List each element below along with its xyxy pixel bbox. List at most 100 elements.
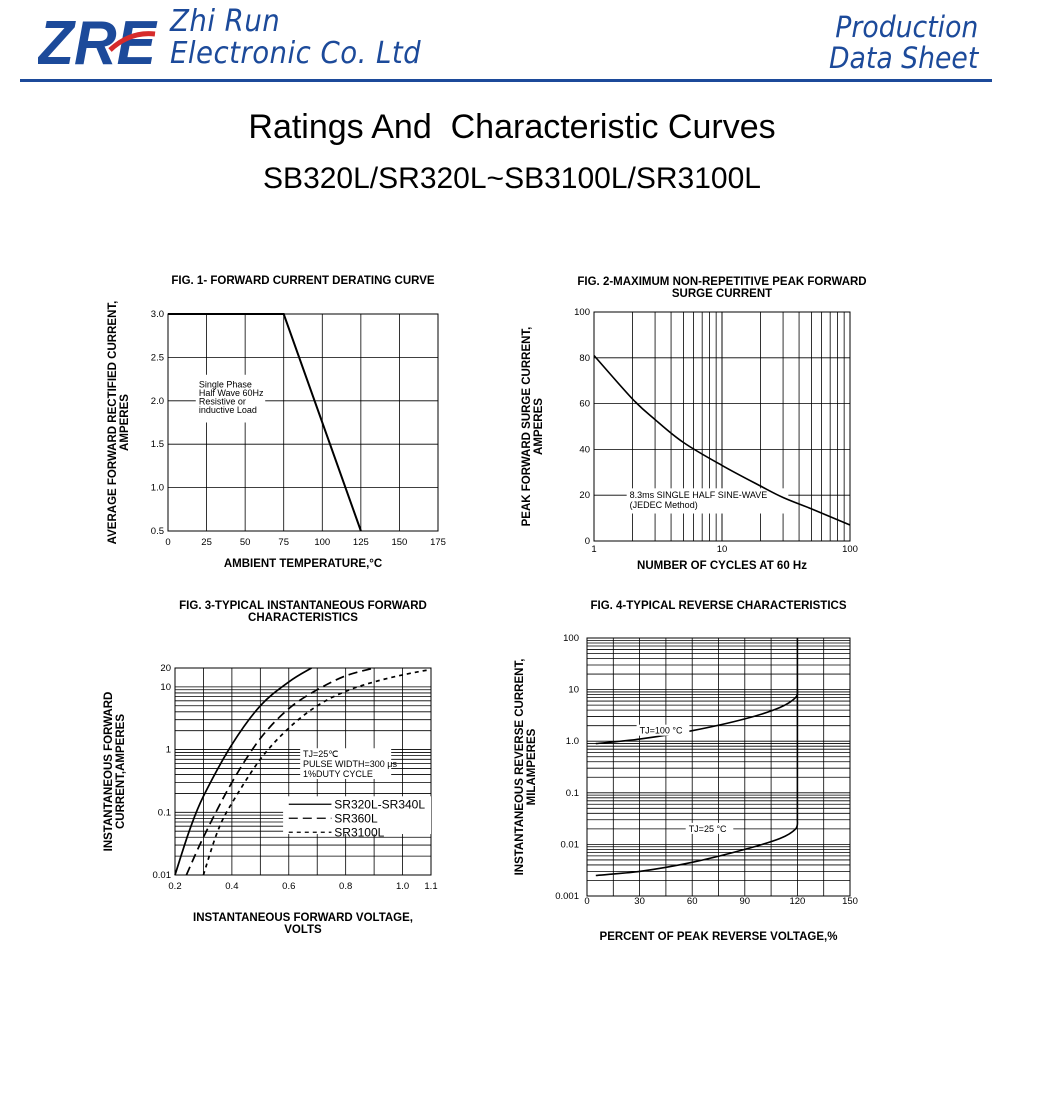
fig2-y-axis-label: PEAK FORWARD SURGE CURRENT,	[521, 327, 533, 527]
fig4-y-tick-label: 10	[568, 685, 579, 696]
fig3-series-curve-sr320l-sr340l	[174, 667, 312, 876]
fig3-x-tick-label: 0.4	[225, 881, 238, 892]
fig3-annotation-text: 1%DUTY CYCLE	[303, 769, 373, 779]
fig1-y-tick-label: 0.5	[151, 526, 164, 537]
fig2-y-tick-label: 100	[574, 307, 590, 318]
page-subtitle: SB320L/SR320L~SB3100L/SR3100L	[263, 162, 761, 195]
fig4-x-tick-label: 30	[634, 896, 645, 907]
fig3-x-axis-label: VOLTS	[284, 924, 322, 936]
fig2-y-tick-label: 40	[579, 444, 590, 455]
company-name-line1: Zhi Run	[170, 4, 281, 39]
fig4-x-tick-label: 150	[842, 896, 858, 907]
fig1-annotation-background	[195, 374, 266, 423]
document-type: Production Data Sheet	[829, 12, 978, 74]
fig2-annotation-text: 8.3ms SINGLE HALF SINE-WAVE	[630, 490, 768, 500]
fig3-title: CHARACTERISTICS	[248, 612, 358, 624]
fig2-annotation-background	[626, 488, 789, 514]
logo-swoosh	[108, 31, 156, 52]
logo-text: ZRE	[38, 9, 158, 72]
fig1-annotation-text: Resistive or	[199, 396, 246, 406]
company-name: Zhi Run Electronic Co. Ltd	[170, 6, 421, 70]
company-name-line2: Electronic Co. Ltd	[170, 36, 422, 71]
fig3-annotation-text: PULSE WIDTH=300 μs	[303, 759, 397, 769]
fig1-y-axis-label: AMPERES	[119, 394, 131, 451]
company-logo: ZRE	[38, 9, 158, 72]
fig4-series-label-background	[636, 724, 690, 736]
fig4-y-tick-label: 0.1	[566, 788, 579, 799]
header-rule	[20, 79, 992, 82]
fig3-x-tick-label: 0.8	[339, 881, 352, 892]
fig4-series-label-background	[685, 822, 734, 834]
fig1-y-tick-label: 3.0	[151, 309, 164, 320]
fig3-y-tick-label: 10	[160, 682, 171, 693]
fig1-plot-frame	[167, 313, 439, 532]
fig4-series-label: TJ=25 °C	[689, 824, 727, 834]
fig1-x-tick-label: 100	[314, 537, 330, 548]
fig1-y-tick-label: 1.0	[151, 483, 164, 494]
page-title: Ratings And Characteristic Curves	[248, 108, 776, 146]
fig3-y-axis-label: CURRENT,AMPERES	[115, 714, 127, 829]
fig2-y-tick-label: 60	[579, 399, 590, 410]
fig3-y-tick-label: 0.1	[158, 807, 171, 818]
document-type-line2: Data Sheet	[828, 41, 978, 75]
fig2-title: SURGE CURRENT	[672, 288, 772, 300]
fig1-x-tick-label: 125	[353, 537, 369, 548]
fig1-x-tick-label: 25	[201, 537, 212, 548]
fig1-annotation-text: Single Phase	[199, 379, 252, 389]
fig1-x-tick-label: 50	[240, 537, 251, 548]
fig4-x-tick-label: 0	[584, 896, 589, 907]
fig4-y-tick-label: 1.0	[566, 736, 579, 747]
fig3-y-tick-label: 1	[166, 745, 171, 756]
fig1-y-tick-label: 1.5	[151, 439, 164, 450]
fig4-x-tick-label: 120	[789, 896, 805, 907]
fig3-legend-label: SR360L	[334, 811, 378, 825]
fig4-x-tick-label: 60	[687, 896, 698, 907]
fig4-series-curve	[595, 689, 799, 877]
fig2-x-tick-label: 1	[591, 544, 596, 555]
fig4-plot-frame	[586, 637, 851, 897]
fig3-y-tick-label: 0.01	[153, 870, 172, 881]
fig1-annotation-text: Half Wave 60Hz	[199, 388, 264, 398]
fig2-annotation-text: (JEDEC Method)	[630, 500, 698, 510]
fig3-x-tick-label: 1.0	[396, 881, 409, 892]
fig3-x-tick-label: 0.6	[282, 881, 295, 892]
fig3-y-tick-label: 20	[160, 663, 171, 674]
fig2-y-tick-label: 20	[579, 490, 590, 501]
fig3-x-tick-label: 0.2	[168, 881, 181, 892]
fig4-x-tick-label: 90	[740, 896, 751, 907]
fig2-x-axis-label: NUMBER OF CYCLES AT 60 Hz	[637, 560, 807, 572]
fig1-x-tick-label: 75	[278, 537, 289, 548]
fig2-title: FIG. 2-MAXIMUM NON-REPETITIVE PEAK FORWA…	[577, 276, 866, 288]
fig1-annotation-text: inductive Load	[199, 405, 257, 415]
fig1-derating-line	[168, 313, 362, 532]
fig1-x-tick-label: 0	[165, 537, 170, 548]
fig2-y-tick-label: 0	[585, 536, 590, 547]
fig3-title: FIG. 3-TYPICAL INSTANTANEOUS FORWARD	[179, 600, 427, 612]
fig3-legend-background	[283, 796, 431, 835]
fig2-y-axis-label: AMPERES	[533, 398, 545, 455]
fig3-y-axis-label: INSTANTANEOUS FORWARD	[103, 692, 115, 852]
fig3-annotation-background	[300, 748, 392, 779]
fig3-x-tick-label: 1.1	[424, 881, 437, 892]
fig1-x-tick-label: 175	[430, 537, 446, 548]
fig3-x-axis-label: INSTANTANEOUS FORWARD VOLTAGE,	[193, 912, 413, 924]
fig4-y-axis-label: MILAMPERES	[526, 728, 538, 805]
fig4-x-axis-label: PERCENT OF PEAK REVERSE VOLTAGE,%	[600, 931, 838, 943]
page-header: ZRE Zhi Run Electronic Co. Ltd Productio…	[0, 0, 1040, 90]
fig2-plot-frame	[593, 311, 851, 542]
fig3-plot-frame	[174, 667, 432, 876]
fig1-y-axis-label: AVERAGE FORWARD RECTIFIED CURRENT,	[107, 301, 119, 545]
fig1-title: FIG. 1- FORWARD CURRENT DERATING CURVE	[171, 275, 435, 287]
fig4-series-curve	[595, 638, 799, 745]
fig3-legend-label: SR3100L	[334, 825, 384, 839]
fig1-y-tick-label: 2.5	[151, 352, 164, 363]
fig2-x-tick-label: 10	[717, 544, 728, 555]
fig3-annotation-text: TJ=25℃	[303, 749, 338, 759]
fig4-y-axis-label: INSTANTANEOUS REVERSE CURRENT,	[514, 659, 526, 876]
fig3-series-curve-sr360l	[185, 667, 375, 876]
fig4-series-label: TJ=100 °C	[640, 726, 683, 736]
fig2-surge-curve	[593, 354, 851, 526]
fig1-y-tick-label: 2.0	[151, 396, 164, 407]
fig1-x-axis-label: AMBIENT TEMPERATURE,°C	[224, 558, 382, 570]
document-type-line1: Production	[834, 10, 978, 44]
